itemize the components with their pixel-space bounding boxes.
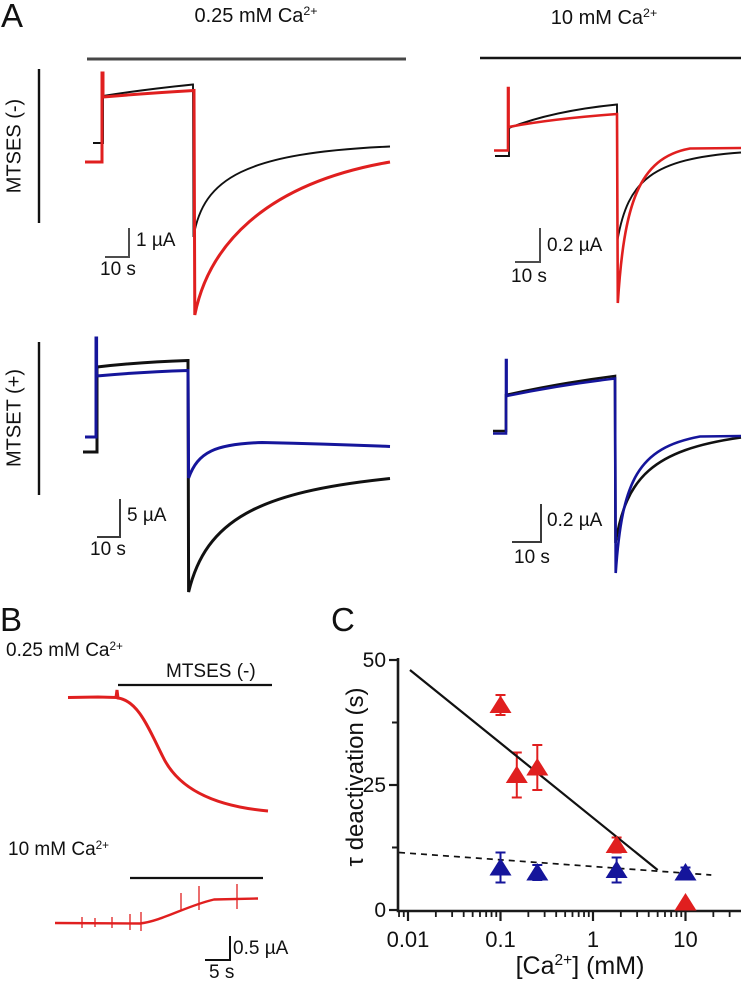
c-y-axis-title: τ deactivation (s): [342, 687, 369, 867]
scale-time-top-left: 10 s: [100, 259, 136, 280]
panel-letter-c: C: [331, 601, 355, 638]
scalebar-bottom-left: [97, 499, 121, 538]
panel-letter-a: A: [1, 0, 24, 34]
b-header-low-ca-text: 0.25 mM Ca: [6, 640, 110, 661]
scale-current-top-right: 0.2 µA: [547, 235, 603, 256]
col-header-high-ca-sup: 2+: [643, 6, 658, 21]
c-data-point-mtset-blue: [526, 863, 549, 881]
col-header-high-ca: 10 mM Ca2+: [550, 6, 658, 30]
b-header-low-ca-sup: 2+: [109, 639, 123, 653]
b-header-high-ca-text: 10 mM Ca: [8, 839, 96, 860]
c-data-point-mtset-blue: [605, 860, 628, 878]
b-header-high-ca-sup: 2+: [95, 838, 110, 852]
trace-red-b1: [67, 689, 269, 813]
scale-time-b: 5 s: [209, 962, 235, 983]
c-x-axis-title-sup: 2+: [554, 952, 573, 970]
c-x-tick-label: 0.1: [485, 927, 516, 952]
scalebar-top-left: [105, 228, 130, 258]
trace-black-top-left: [93, 83, 391, 238]
scale-current-b: 0.5 µA: [233, 938, 289, 959]
col-header-low-ca: 0.25 mM Ca2+: [194, 4, 318, 28]
scale-time-bottom-left: 10 s: [90, 539, 126, 560]
c-data-point-mtses-red: [605, 835, 628, 853]
scalebar-b: [205, 936, 231, 961]
c-data-point-mtset-blue: [674, 863, 697, 881]
c-y-tick-label: 50: [363, 649, 386, 672]
c-x-axis-title-pre: [Ca: [515, 952, 555, 980]
col-header-low-ca-sup: 2+: [303, 4, 318, 19]
c-x-axis-title-post: ] (mM): [572, 952, 645, 980]
c-fit-line-dashed: [398, 851, 712, 876]
trace-red-b2: [54, 897, 259, 925]
c-data-point-mtset-blue: [489, 858, 512, 876]
panel-letter-b: B: [0, 601, 23, 638]
scalebar-top-right: [515, 228, 541, 263]
b-header-high-ca: 10 mM Ca2+: [8, 839, 109, 861]
scale-current-top-left: 1 µA: [136, 230, 176, 251]
c-data-point-mtses-red: [526, 758, 549, 776]
trace-red-top-left: [85, 71, 391, 316]
c-y-tick-label: 25: [363, 774, 386, 797]
c-x-tick-label: 1: [587, 927, 599, 952]
c-x-tick-label: 0.01: [387, 927, 430, 952]
scalebar-bottom-right: [512, 504, 542, 543]
row-label-mtses: MTSES (-): [3, 98, 26, 194]
b-bar-label-mtses: MTSES (-): [166, 661, 256, 682]
scale-time-bottom-right: 10 s: [514, 547, 550, 568]
trace-black-bottom-left: [83, 358, 391, 593]
col-header-low-ca-text: 0.25 mM Ca: [194, 5, 304, 27]
trace-blue-bottom-right: [493, 358, 742, 574]
c-x-tick-label: 10: [673, 927, 697, 952]
c-data-point-mtses-red: [489, 695, 512, 713]
trace-red-top-right: [494, 86, 742, 304]
scale-time-top-right: 10 s: [511, 266, 547, 287]
trace-black-bottom-right: [493, 374, 742, 544]
b-header-low-ca: 0.25 mM Ca2+: [6, 640, 123, 662]
c-data-point-mtses-red: [505, 765, 528, 783]
scale-current-bottom-left: 5 µA: [127, 505, 167, 526]
c-data-point-mtses-red: [674, 893, 697, 911]
scale-current-bottom-right: 0.2 µA: [547, 510, 603, 531]
c-x-axis-title: [Ca2+] (mM): [516, 952, 645, 981]
trace-blue-bottom-left: [85, 336, 391, 479]
c-y-tick-label: 0: [374, 899, 386, 922]
trace-red-b2-noise: [81, 884, 238, 931]
col-header-high-ca-text: 10 mM Ca: [550, 7, 644, 29]
tau-deactivation-chart: 0 25 50 0.01 0.1 1 10: [363, 649, 741, 952]
row-label-mtset: MTSET (+): [3, 369, 26, 467]
